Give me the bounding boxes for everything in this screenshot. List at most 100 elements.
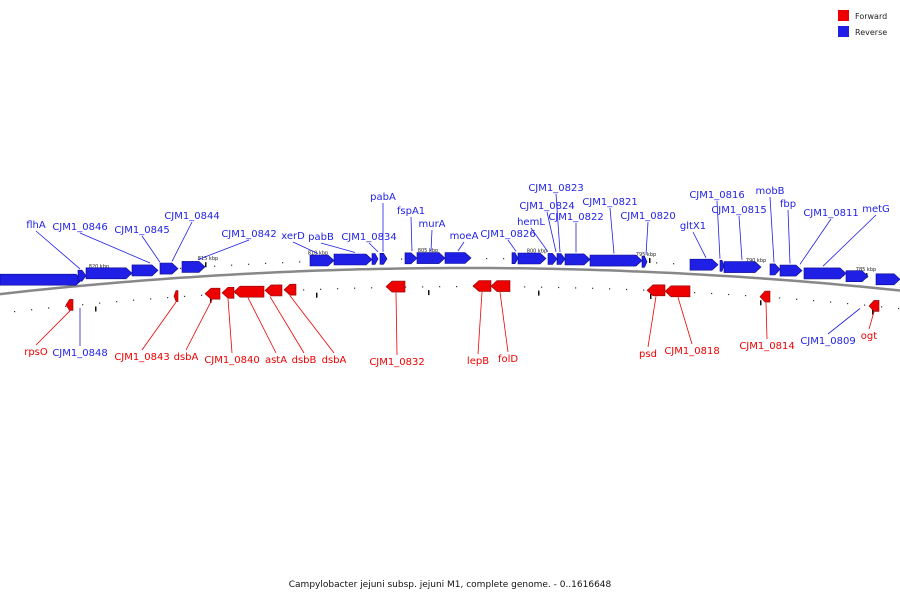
legend-reverse-swatch [838, 26, 849, 37]
tick-mark [405, 286, 407, 288]
tick-mark [371, 287, 373, 289]
reverse-gene-arrow [404, 252, 418, 265]
scale-label: 785 kbp [856, 267, 876, 273]
tick-mark [116, 301, 118, 303]
reverse-label-leader [799, 218, 832, 265]
forward-gene-arrow [385, 280, 406, 293]
forward-label-leader [247, 297, 277, 354]
tick-mark [265, 262, 267, 264]
reverse-gene-label: mobB [755, 186, 784, 197]
reverse-label-leader [609, 207, 615, 254]
forward-gene-label: dsbB [292, 355, 317, 366]
forward-gene-arrow [65, 299, 74, 311]
reverse-gene-arrow [556, 253, 566, 265]
scale-label: 800 kbp [527, 249, 547, 255]
reverse-label-leader [546, 211, 557, 252]
tick-mark [456, 286, 458, 288]
tick-mark [830, 301, 832, 303]
reverse-gene-label: pabB [308, 232, 334, 243]
tick-mark [673, 263, 675, 265]
tick-mark [14, 311, 16, 313]
forward-gene-arrow [646, 284, 666, 297]
reverse-label-leader [79, 232, 151, 264]
reverse-gene-arrow [719, 259, 725, 272]
reverse-gene-label: flhA [26, 220, 46, 231]
tick-mark [303, 289, 305, 291]
reverse-gene-label: pabA [370, 192, 396, 203]
forward-gene-label: rpsO [24, 347, 48, 358]
forward-gene-arrow [664, 285, 691, 298]
tick-mark [728, 293, 730, 296]
forward-gene-label: CJM1_0840 [204, 355, 259, 366]
reverse-label-leader [692, 231, 707, 258]
tick-mark [167, 297, 169, 299]
reverse-gene-arrow [379, 253, 388, 265]
scale-label: 790 kbp [746, 258, 766, 264]
tick-mark [231, 264, 233, 266]
tick-mark [779, 297, 781, 299]
reverse-gene-arrow [131, 264, 159, 277]
legend-forward-label: Forward [855, 12, 887, 21]
tick-mark [694, 292, 696, 294]
scale-label: 815 kbp [198, 256, 218, 262]
forward-label-leader [227, 298, 233, 354]
reverse-gene-arrow [641, 255, 648, 268]
reverse-gene-arrow [77, 269, 87, 282]
tick-mark [282, 262, 284, 264]
reverse-label-leader [645, 221, 649, 255]
tick-mark [337, 288, 339, 290]
reverse-gene-label: metG [862, 204, 890, 215]
reverse-label-leader [141, 235, 161, 263]
forward-gene-label: dsbA [174, 352, 199, 363]
tick-mark [248, 263, 250, 265]
forward-gene-arrow [759, 290, 771, 303]
tick-mark [439, 286, 441, 288]
tick-mark [503, 258, 505, 260]
tick-mark [299, 261, 301, 263]
reverse-gene-label: CJM1_0823 [528, 183, 583, 194]
reverse-gene-arrow [371, 253, 379, 265]
forward-gene-arrow [472, 280, 492, 292]
reverse-gene-arrow [564, 253, 591, 266]
reverse-gene-arrow [85, 267, 133, 280]
forward-gene-arrow [233, 285, 265, 298]
forward-gene-label: CJM1_0818 [664, 346, 719, 357]
tick-mark [184, 295, 186, 297]
forward-label-leader [477, 291, 483, 355]
tick-mark [354, 287, 356, 289]
reverse-label-leader [410, 216, 413, 252]
reverse-gene-label: CJM1_0820 [620, 211, 675, 222]
major-tick [210, 297, 212, 303]
reverse-label-leader [769, 196, 775, 263]
major-tick [538, 290, 540, 296]
reverse-gene-arrow [723, 261, 762, 273]
reverse-gene-arrow [769, 263, 781, 276]
reverse-label-leader [507, 239, 517, 252]
tick-mark [745, 295, 747, 297]
forward-label-leader [35, 310, 71, 346]
reverse-gene-arrow [416, 252, 446, 264]
reverse-gene-label: fspA1 [397, 206, 425, 217]
forward-gene-label: CJM1_0843 [114, 352, 169, 363]
tick-mark [656, 262, 658, 264]
forward-gene-label: CJM1_0832 [369, 357, 424, 368]
scale-label: 805 kbp [418, 248, 438, 254]
tick-mark [524, 286, 526, 288]
forward-gene-arrow [173, 290, 179, 302]
tick-mark [609, 288, 611, 290]
reverse-genes [0, 252, 900, 286]
forward-gene-arrow [204, 287, 221, 300]
tick-mark [133, 299, 135, 301]
tick-mark [864, 304, 866, 306]
reverse-label-leader [292, 241, 319, 254]
reverse-gene-label: CJM1_0834 [341, 232, 396, 243]
reverse-gene-label: hemL [517, 217, 545, 228]
reverse-gene-arrow [689, 258, 719, 271]
forward-label-leader [677, 297, 693, 345]
reverse-gene-label: CJM1_0846 [52, 222, 107, 233]
reverse-gene-arrow [875, 273, 900, 286]
tick-mark [711, 292, 713, 295]
reverse-gene-label: gltX1 [680, 221, 706, 232]
tick-mark [65, 305, 67, 307]
